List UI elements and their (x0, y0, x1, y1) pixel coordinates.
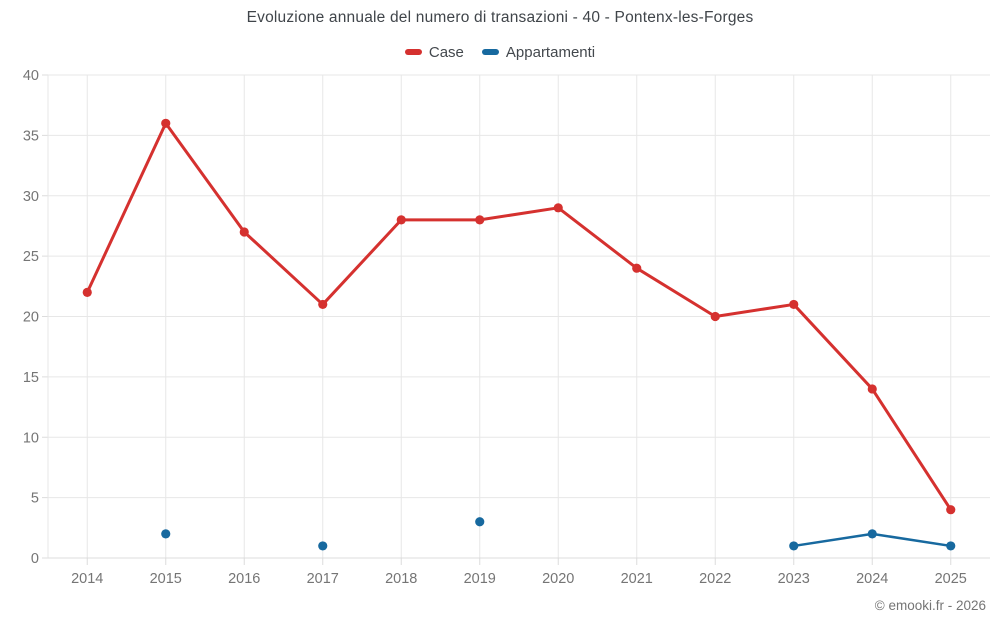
data-point-case (239, 227, 249, 237)
y-tick-label: 20 (23, 310, 39, 326)
y-tick-label: 40 (23, 68, 39, 84)
data-point-case (396, 215, 406, 225)
series-segment-case (321, 218, 403, 306)
data-point-appartamenti (946, 541, 956, 551)
x-tick-label: 2014 (71, 571, 103, 587)
series-segment-case (713, 302, 796, 318)
data-point-appartamenti (161, 529, 171, 539)
x-tick-label: 2018 (385, 571, 417, 587)
y-tick-label: 30 (23, 189, 39, 205)
data-point-case (789, 299, 799, 310)
data-point-case (867, 384, 877, 394)
x-tick-label: 2015 (150, 571, 182, 587)
series-segment-case (792, 302, 874, 391)
x-tick-label: 2016 (228, 571, 260, 587)
legend-label-case: Case (428, 43, 464, 61)
x-tick-label: 2019 (464, 571, 496, 587)
y-tick-label: 35 (23, 128, 39, 144)
data-point-case (318, 299, 328, 310)
data-point-case (710, 311, 720, 322)
series-segment-case (242, 230, 325, 306)
x-tick-label: 2024 (856, 571, 888, 587)
data-point-case (632, 263, 642, 273)
x-tick-label: 2022 (699, 571, 731, 587)
series-segment-case (556, 206, 639, 270)
series-segment-case (478, 206, 560, 222)
legend-item-case[interactable]: Case (404, 43, 464, 61)
y-tick-label: 0 (31, 551, 39, 567)
y-tick-label: 25 (23, 249, 39, 265)
legend-item-appartamenti[interactable]: Appartamenti (481, 43, 596, 61)
data-point-appartamenti (867, 529, 877, 539)
attribution-text: © emooki.fr - 2026 (874, 598, 986, 613)
legend-swatch-case-icon (404, 49, 422, 55)
chart-title: Evoluzione annuale del numero di transaz… (246, 9, 754, 26)
chart-legend: Case Appartamenti (0, 41, 1000, 63)
data-point-case (161, 118, 171, 128)
series-segment-case (164, 121, 246, 234)
data-point-appartamenti (789, 541, 799, 551)
y-tick-label: 15 (23, 370, 39, 386)
data-point-appartamenti (475, 517, 485, 527)
data-point-case (946, 505, 956, 515)
data-point-appartamenti (318, 541, 328, 551)
data-point-case (82, 287, 92, 297)
series-segment-case (870, 387, 953, 512)
legend-swatch-appartamenti-icon (481, 49, 499, 55)
x-tick-label: 2017 (307, 571, 339, 587)
legend-label-appartamenti: Appartamenti (505, 43, 596, 61)
data-point-case (553, 203, 563, 213)
data-point-case (475, 215, 485, 225)
y-tick-label: 10 (23, 430, 39, 446)
series-segment-appartamenti (792, 532, 874, 548)
y-tick-label: 5 (31, 491, 39, 507)
x-tick-label: 2021 (621, 571, 653, 587)
series-segment-appartamenti (871, 532, 952, 548)
series-segment-case (85, 121, 168, 294)
x-tick-label: 2020 (542, 571, 574, 587)
x-tick-label: 2025 (935, 571, 967, 587)
series-segment-case (635, 266, 717, 318)
x-tick-label: 2023 (778, 571, 810, 587)
